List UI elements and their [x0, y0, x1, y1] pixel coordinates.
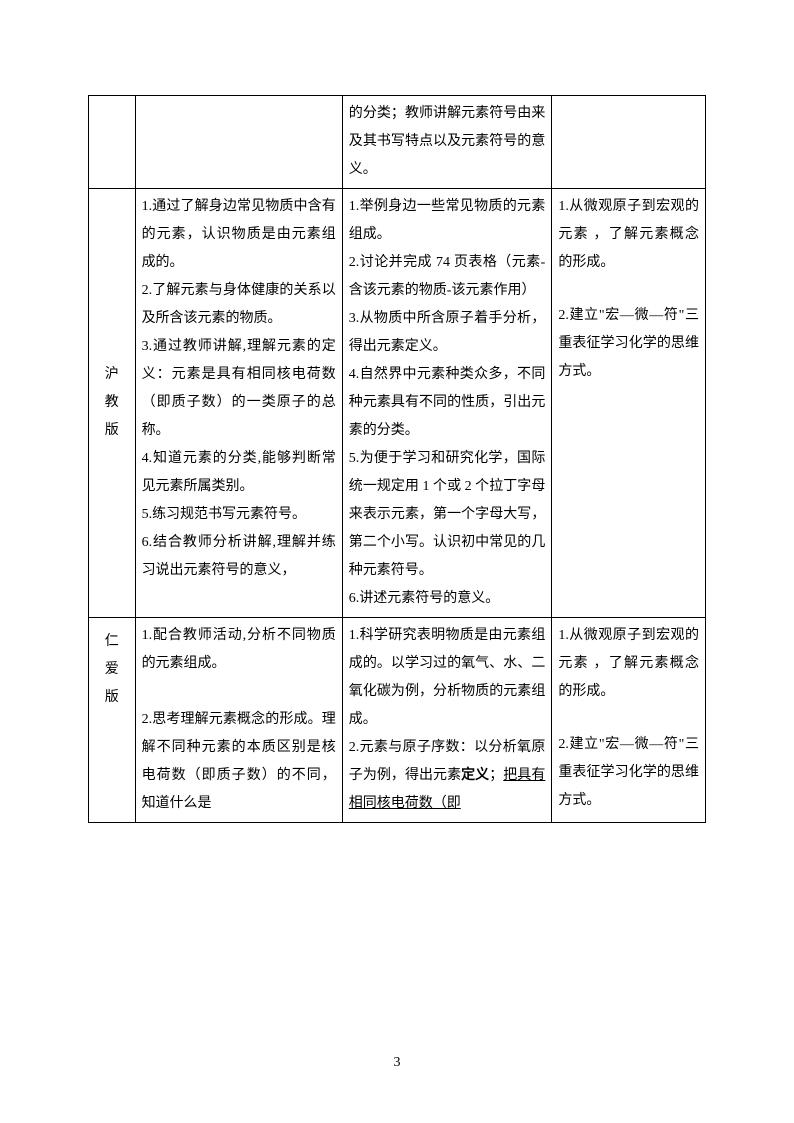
- bold-text: 定义: [461, 768, 489, 783]
- paragraph: 2.建立"宏—微—符"三重表征学习化学的思维方式。: [558, 731, 699, 815]
- label-char: 教: [91, 389, 133, 417]
- student-activity-cell: 1.通过了解身边常见物质中含有的元素，认识物质是由元素组成的。 2.了解元素与身…: [135, 189, 342, 618]
- table-row: 仁 爱 版 1.配合教师活动,分析不同物质的元素组成。 2.思考理解元素概念的形…: [89, 618, 706, 823]
- page-number: 3: [0, 1055, 794, 1071]
- table-row: 的分类；教师讲解元素符号由来及其书写特点以及元素符号的意义。: [89, 96, 706, 189]
- spacer: [558, 277, 699, 302]
- table-row: 沪 教 版 1.通过了解身边常见物质中含有的元素，认识物质是由元素组成的。 2.…: [89, 189, 706, 618]
- student-activity-cell: [135, 96, 342, 189]
- spacer: [558, 706, 699, 731]
- teacher-activity-cell: 的分类；教师讲解元素符号由来及其书写特点以及元素符号的意义。: [342, 96, 552, 189]
- thinking-cell: 1.从微观原子到宏观的 元素 ，了解元素概念的形成。 2.建立"宏—微—符"三重…: [552, 189, 706, 618]
- paragraph: 1.从微观原子到宏观的 元素 ，了解元素概念的形成。: [558, 622, 699, 706]
- student-activity-cell: 1.配合教师活动,分析不同物质的元素组成。 2.思考理解元素概念的形成。理解不同…: [135, 618, 342, 823]
- textbook-label-cell: [89, 96, 136, 189]
- text-span: 1.科学研究表明物质是由元素组成的。以学习过的氧气、水、二氧化碳为例，分析物质的…: [349, 628, 546, 727]
- page-container: 的分类；教师讲解元素符号由来及其书写特点以及元素符号的意义。 沪 教 版 1.通…: [0, 0, 794, 873]
- textbook-label-cell: 仁 爱 版: [89, 618, 136, 823]
- label-char: 爱: [91, 656, 133, 684]
- label-char: 版: [91, 684, 133, 712]
- label-char: 仁: [91, 628, 133, 656]
- teacher-activity-cell: 1.举例身边一些常见物质的元素组成。 2.讨论并完成 74 页表格（元素-含该元…: [342, 189, 552, 618]
- paragraph: 2.建立"宏—微—符"三重表征学习化学的思维方式。: [558, 302, 699, 386]
- comparison-table: 的分类；教师讲解元素符号由来及其书写特点以及元素符号的意义。 沪 教 版 1.通…: [88, 95, 706, 823]
- thinking-cell: [552, 96, 706, 189]
- text-span: ；: [489, 768, 503, 783]
- textbook-label-cell: 沪 教 版: [89, 189, 136, 618]
- label-char: 沪: [91, 361, 133, 389]
- paragraph: 1.从微观原子到宏观的 元素 ，了解元素概念的形成。: [558, 193, 699, 277]
- teacher-activity-cell: 1.科学研究表明物质是由元素组成的。以学习过的氧气、水、二氧化碳为例，分析物质的…: [342, 618, 552, 823]
- thinking-cell: 1.从微观原子到宏观的 元素 ，了解元素概念的形成。 2.建立"宏—微—符"三重…: [552, 618, 706, 823]
- label-char: 版: [91, 417, 133, 445]
